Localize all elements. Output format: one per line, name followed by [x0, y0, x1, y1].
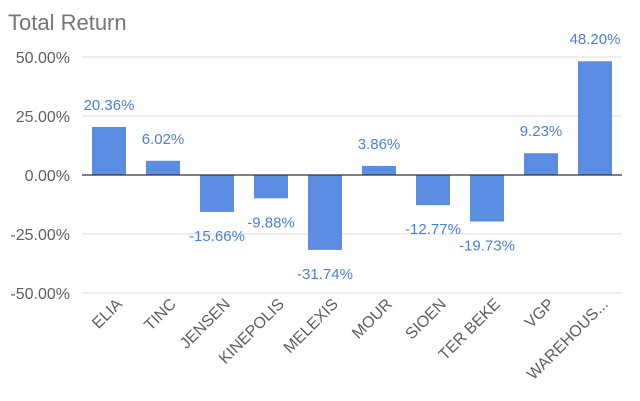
x-tick-label: ELIA [89, 296, 126, 333]
data-label: -15.66% [189, 228, 245, 245]
y-tick-label: -25.00% [10, 227, 70, 244]
bars [92, 61, 612, 250]
x-tick-label: TINC [141, 296, 179, 334]
data-label: 3.86% [358, 136, 401, 153]
bar [416, 175, 450, 206]
x-tick-label: SIOEN [403, 296, 450, 343]
bar [254, 175, 288, 199]
data-label: 20.36% [84, 97, 135, 114]
x-tick-label: VGP [522, 296, 558, 332]
data-label: -19.73% [459, 238, 515, 255]
data-label: -9.88% [247, 214, 295, 231]
bar [524, 153, 558, 175]
bar [92, 126, 126, 175]
y-tick-label: 0.00% [25, 168, 70, 185]
y-tick-label: 50.00% [16, 50, 70, 67]
chart-title: Total Return [8, 10, 127, 35]
bar [578, 61, 612, 175]
data-label: 48.20% [570, 31, 621, 48]
data-label: 6.02% [142, 131, 185, 148]
x-tick-label: MOUR [349, 296, 396, 343]
x-tick-label: JENSEN [177, 296, 234, 353]
bar [200, 175, 234, 212]
x-tick-label: MELEXIS [281, 296, 342, 357]
data-label: -31.74% [297, 266, 353, 283]
data-labels: 20.36% 6.02% -15.66%-9.88% -31.74% 3.86% -12.… [84, 31, 621, 283]
y-tick-label: -50.00% [10, 286, 70, 303]
bar [362, 165, 396, 175]
data-label: -12.77% [405, 221, 461, 238]
y-tick-label: 25.00% [16, 109, 70, 126]
data-label: 9.23% [520, 123, 563, 140]
gridlines [82, 56, 622, 294]
bar [146, 160, 180, 175]
bar [308, 175, 342, 250]
bar [470, 175, 504, 222]
y-axis-ticks: 50.00% 25.00% 0.00% -25.00% -50.00% [10, 50, 70, 303]
